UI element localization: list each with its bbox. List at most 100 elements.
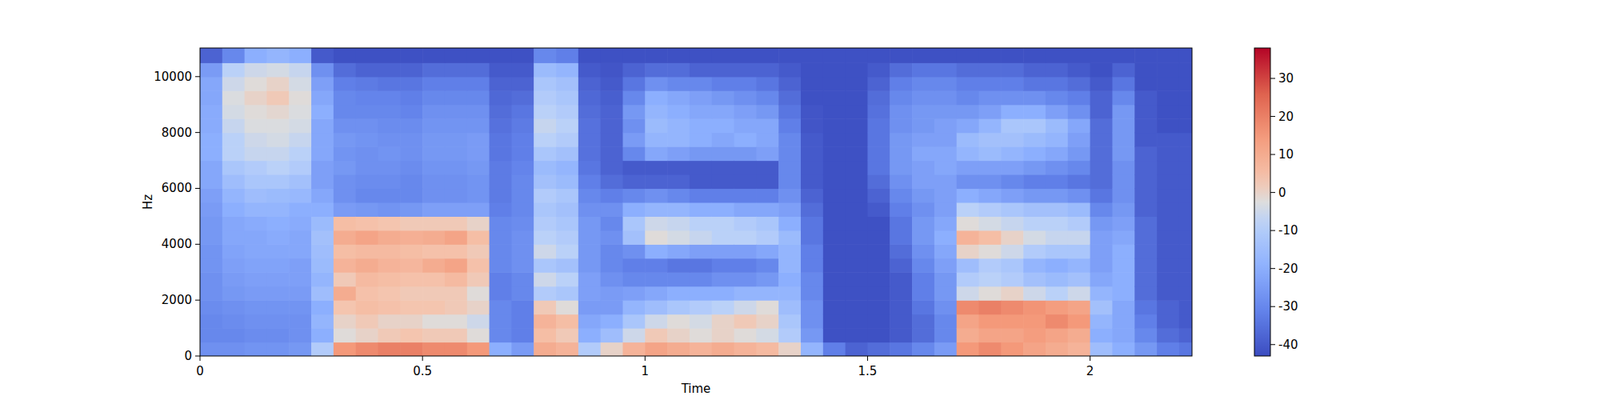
cell — [800, 216, 824, 231]
x-tick — [867, 356, 868, 361]
cell — [467, 342, 490, 356]
cell — [200, 230, 223, 245]
cell — [511, 62, 534, 77]
cell — [288, 342, 312, 356]
cell — [889, 118, 912, 133]
cell — [444, 342, 468, 356]
cell — [778, 286, 801, 301]
cell — [578, 244, 601, 259]
cell — [1068, 300, 1091, 315]
cell — [756, 90, 779, 105]
cell — [378, 314, 401, 329]
cell — [1134, 314, 1157, 329]
cell — [400, 202, 423, 217]
cell — [734, 132, 757, 148]
cell — [333, 188, 356, 203]
cell — [311, 118, 334, 133]
cell — [1023, 48, 1046, 64]
cell — [222, 202, 245, 217]
y-tick-label: 8000 — [161, 125, 192, 140]
cell — [1068, 174, 1091, 189]
cell — [556, 300, 579, 315]
cell — [912, 300, 935, 315]
cell — [1179, 244, 1192, 259]
cell — [800, 272, 824, 287]
cell — [556, 118, 579, 133]
cell — [1112, 342, 1135, 356]
cell — [222, 118, 245, 133]
cell — [288, 48, 312, 64]
cell — [489, 244, 512, 259]
x-tick-label: 0.5 — [412, 364, 432, 379]
cell — [956, 48, 980, 64]
cell — [378, 174, 401, 189]
cell — [444, 272, 468, 287]
cell — [1000, 62, 1024, 77]
cell — [1112, 328, 1135, 343]
cell — [244, 258, 268, 273]
cell — [1068, 76, 1091, 92]
cell — [1156, 300, 1180, 315]
cell — [444, 174, 468, 189]
cell — [622, 76, 645, 92]
cell — [222, 132, 245, 148]
cell — [333, 174, 356, 189]
cell — [756, 62, 779, 77]
cell — [622, 202, 645, 217]
cell — [1134, 62, 1157, 77]
cell — [956, 104, 980, 120]
cell — [489, 314, 512, 329]
cell — [912, 90, 935, 105]
cell — [222, 62, 245, 77]
cell — [556, 286, 579, 301]
cell — [1045, 244, 1068, 259]
cell — [489, 76, 512, 92]
cell — [956, 132, 980, 148]
colorbar-tick — [1270, 230, 1276, 232]
cell — [1090, 258, 1113, 273]
cell — [667, 230, 690, 245]
cell — [1156, 76, 1180, 92]
cell — [1090, 118, 1113, 133]
cell — [600, 62, 624, 77]
cell — [378, 146, 401, 161]
cell — [1045, 146, 1068, 161]
cell — [1179, 342, 1192, 356]
cell — [889, 272, 912, 287]
cell — [556, 314, 579, 329]
cell — [378, 328, 401, 343]
cell — [689, 160, 712, 176]
cell — [1000, 300, 1024, 315]
colorbar-tick — [1270, 78, 1276, 80]
cell — [1112, 314, 1135, 329]
cell — [244, 48, 268, 64]
cell — [578, 258, 601, 273]
cell — [1179, 118, 1192, 133]
cell — [578, 342, 601, 356]
y-tick-label: 2000 — [161, 292, 192, 308]
cell — [356, 272, 379, 287]
cell — [845, 174, 868, 189]
cell — [1090, 230, 1113, 245]
cell — [333, 118, 356, 133]
cells — [200, 48, 1192, 356]
cell — [1045, 314, 1068, 329]
cell — [1179, 90, 1192, 105]
cell — [422, 90, 445, 105]
cell — [1156, 328, 1180, 343]
cell — [288, 244, 312, 259]
cell — [956, 314, 980, 329]
cell — [333, 48, 356, 64]
cell — [556, 188, 579, 203]
cell — [756, 286, 779, 301]
cell — [912, 62, 935, 77]
cell — [756, 104, 779, 120]
cell — [266, 48, 289, 64]
cell — [956, 230, 980, 245]
cell — [378, 258, 401, 273]
cell — [712, 160, 735, 176]
cell — [1023, 272, 1046, 287]
y-tick — [195, 188, 200, 189]
cell — [644, 76, 668, 92]
cell — [823, 272, 846, 287]
